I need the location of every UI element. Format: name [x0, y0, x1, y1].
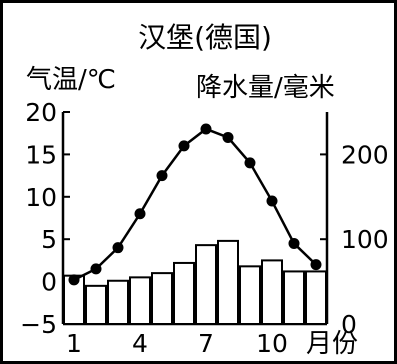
- temperature-point: [244, 157, 256, 169]
- left-axis-ticks: −5 0 5 10 15 20: [20, 98, 70, 339]
- precipitation-bar: [217, 239, 239, 325]
- right-tick-label: 200: [341, 140, 389, 169]
- left-tick-label: −5: [20, 310, 57, 339]
- x-tick-label: 4: [132, 329, 148, 358]
- left-tick-label: 0: [41, 268, 57, 297]
- temperature-points: [68, 123, 322, 286]
- left-tick-label: 15: [25, 140, 57, 169]
- precipitation-bar: [239, 265, 261, 325]
- precipitation-bar: [85, 284, 107, 325]
- x-tick-label: 7: [198, 329, 214, 358]
- temperature-point: [266, 195, 278, 207]
- temperature-point: [68, 274, 80, 286]
- x-tick-label: 10: [256, 329, 288, 358]
- precipitation-bars: [63, 239, 327, 326]
- precipitation-bar: [283, 270, 305, 326]
- left-tick-label: 20: [25, 98, 57, 127]
- x-tick-label: 1: [66, 329, 82, 358]
- precipitation-bar: [129, 276, 151, 325]
- x-axis-unit: 月份: [306, 329, 358, 359]
- temperature-point: [178, 140, 190, 152]
- right-axis-ticks: 0 100 200: [320, 140, 389, 339]
- temperature-point: [200, 123, 212, 135]
- precipitation-bar: [151, 272, 173, 325]
- chart-title: 汉堡(德国): [138, 21, 272, 54]
- right-axis-label: 降水量/毫米: [196, 73, 335, 103]
- right-tick-label: 0: [341, 310, 357, 339]
- precipitation-bar: [305, 270, 327, 326]
- temperature-point: [310, 259, 322, 271]
- temperature-point: [288, 237, 300, 249]
- precipitation-bar: [195, 244, 217, 325]
- temperature-point: [222, 131, 234, 143]
- precipitation-bar: [107, 279, 129, 326]
- left-tick-label: 5: [41, 225, 57, 254]
- left-axis-label: 气温/℃: [26, 65, 116, 95]
- x-axis-ticks: 1 4 7 10: [66, 329, 288, 358]
- precipitation-bar: [173, 261, 195, 325]
- temperature-point: [156, 170, 168, 182]
- temperature-point: [90, 263, 102, 275]
- temperature-point: [112, 242, 124, 254]
- right-tick-label: 100: [341, 225, 389, 254]
- temperature-point: [134, 208, 146, 220]
- left-tick-label: 10: [25, 183, 57, 212]
- precipitation-bar: [261, 259, 283, 325]
